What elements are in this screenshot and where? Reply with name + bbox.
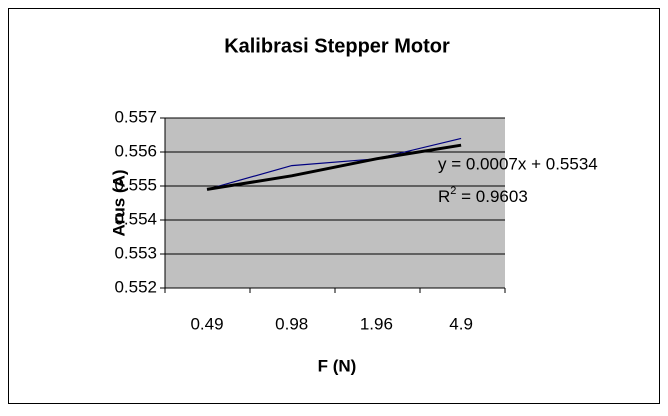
y-tick-label: 0.552: [114, 277, 157, 296]
x-tick-label: 0.49: [190, 314, 223, 333]
x-tick-label: 4.9: [449, 314, 473, 333]
r-squared: R2 = 0.9603: [438, 185, 528, 207]
y-tick-label: 0.555: [114, 175, 157, 194]
trend-line: [206, 143, 462, 191]
y-tick-label: 0.554: [114, 209, 157, 228]
plot-area: [165, 118, 505, 288]
equation: y = 0.0007x + 0.5534: [438, 154, 598, 173]
y-axis-label: Arus (A): [109, 169, 128, 236]
y-tick-label: 0.557: [114, 107, 157, 126]
data-line: [206, 137, 462, 190]
x-tick-label: 1.96: [360, 314, 393, 333]
r2-rest: = 0.9603: [456, 187, 527, 206]
x-axis-label: F (N): [318, 356, 357, 375]
y-tick-label: 0.553: [114, 243, 157, 262]
x-tick-label: 0.98: [275, 314, 308, 333]
r2-base: R: [438, 187, 450, 206]
y-tick-label: 0.556: [114, 141, 157, 160]
r2-sup: 2: [450, 185, 456, 197]
chart-title: Kalibrasi Stepper Motor: [224, 35, 450, 57]
